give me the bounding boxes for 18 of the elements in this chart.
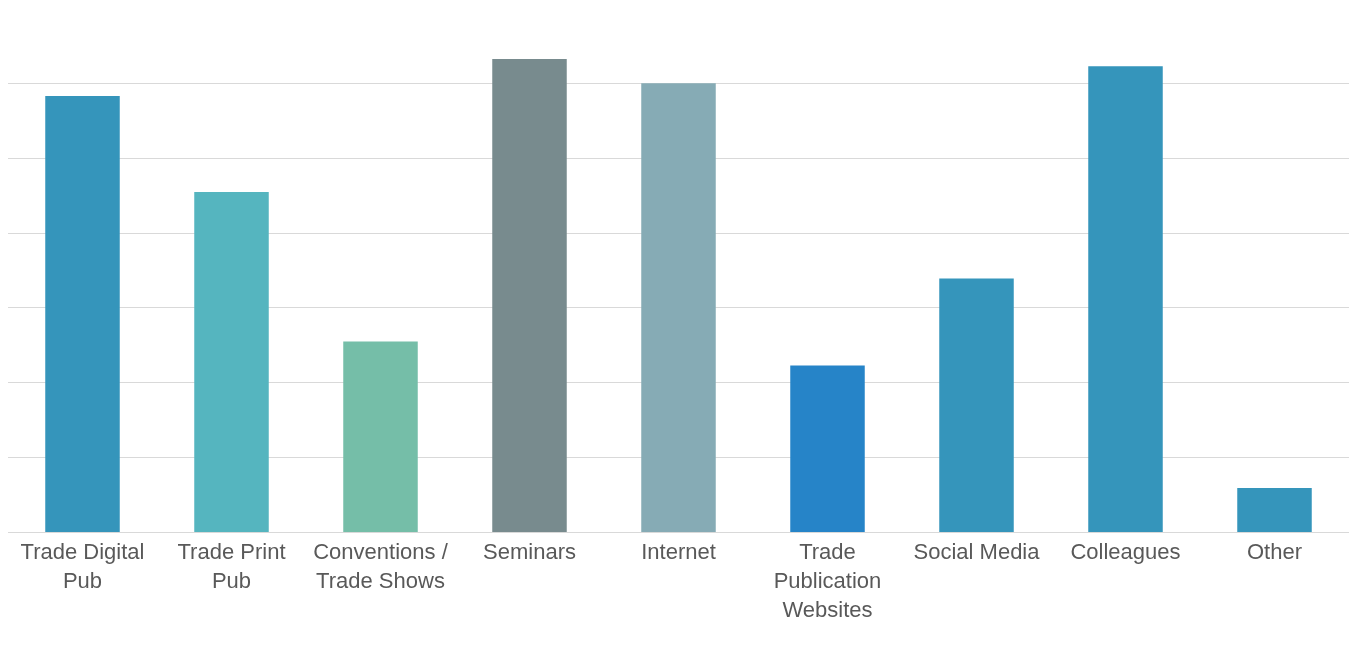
x-tick-label: Internet [641, 539, 716, 565]
bar [492, 59, 567, 532]
bar [1237, 488, 1312, 532]
bar [45, 95, 120, 532]
bar [939, 278, 1014, 532]
x-tick-label: Seminars [483, 539, 576, 565]
x-tick-label: Trade Publication Websites [773, 539, 882, 622]
x-tick-label: Trade Digital Pub [20, 539, 145, 593]
x-tick-label: Social Media [913, 539, 1041, 565]
bar [194, 191, 269, 532]
x-tick-label: Colleagues [1070, 539, 1181, 565]
bar [790, 365, 865, 532]
x-tick-label: Other [1246, 539, 1303, 565]
bar [1088, 66, 1163, 532]
x-tick-label: Conventions / Trade Shows [313, 539, 449, 593]
x-tick-label: Trade Print Pub [177, 539, 286, 593]
bar [641, 83, 716, 532]
bar [343, 341, 418, 532]
